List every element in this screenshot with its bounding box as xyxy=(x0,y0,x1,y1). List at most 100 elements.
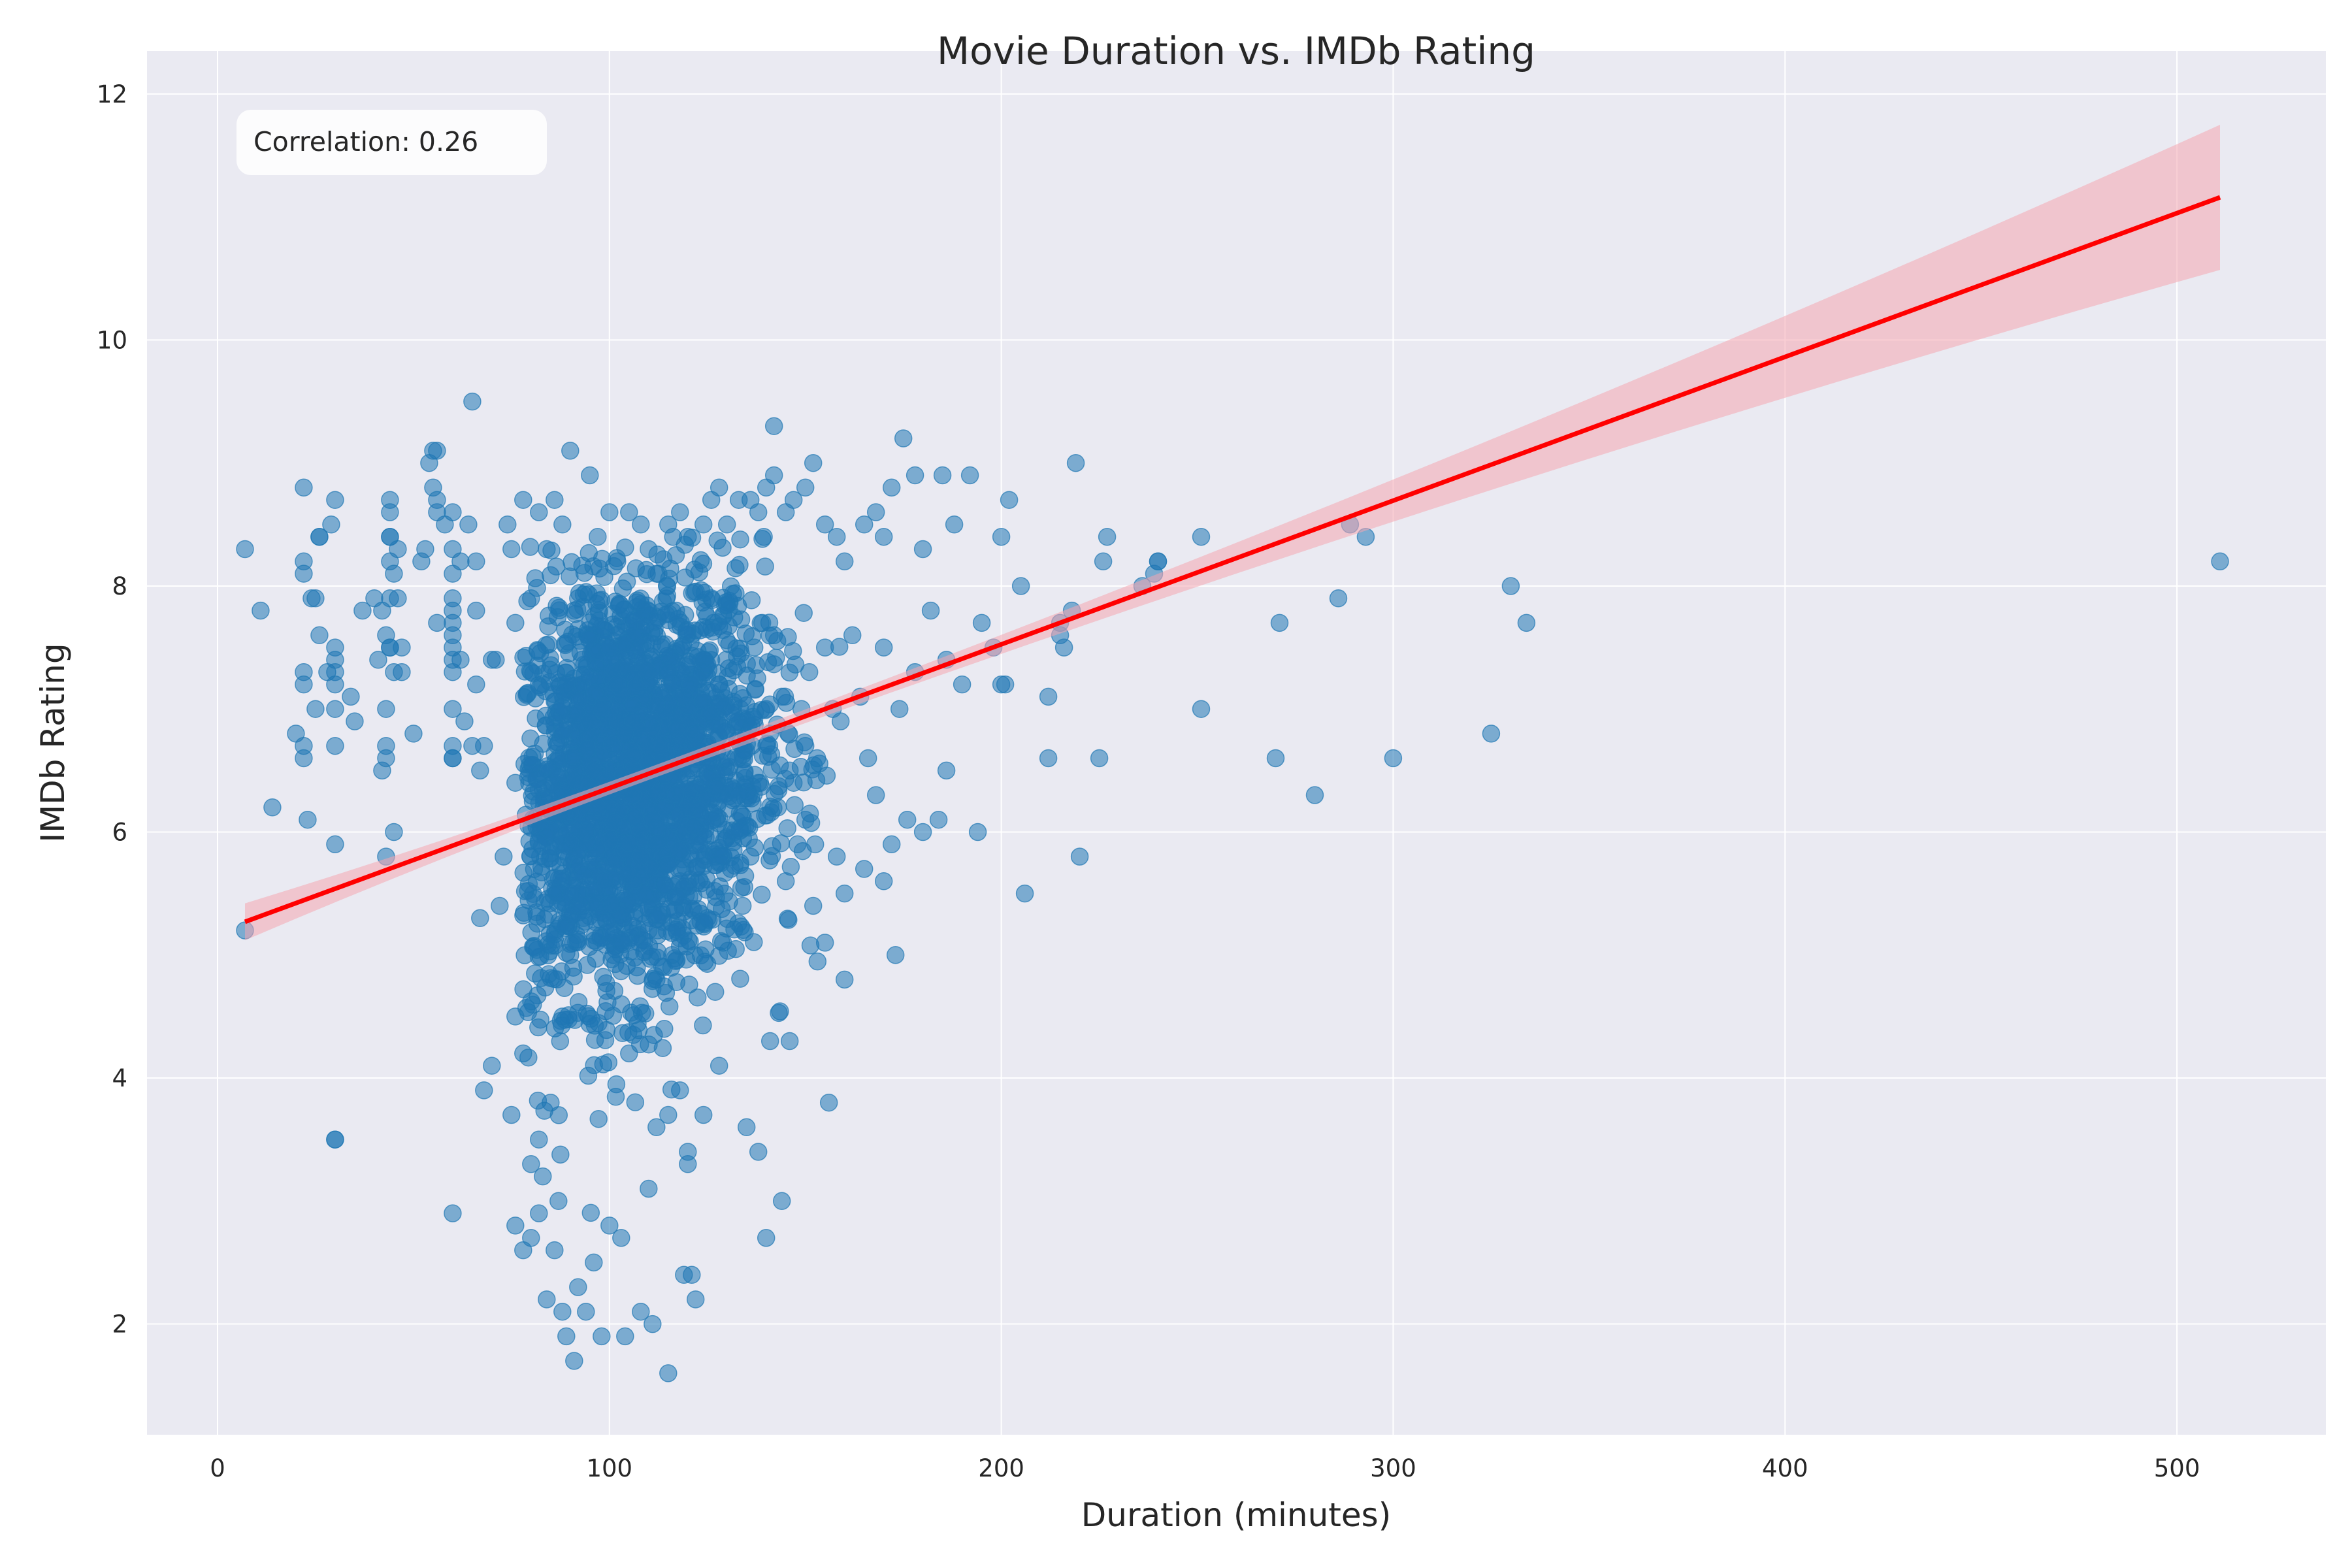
data-point xyxy=(561,442,580,460)
data-point xyxy=(616,725,634,743)
data-point xyxy=(1039,687,1058,706)
data-point xyxy=(604,813,623,832)
data-point xyxy=(666,785,685,804)
data-point xyxy=(679,527,697,546)
data-point xyxy=(627,678,645,696)
data-point xyxy=(764,417,783,435)
data-point xyxy=(815,515,834,534)
data-point xyxy=(748,669,766,688)
data-point xyxy=(819,1093,838,1112)
data-point xyxy=(529,834,548,852)
data-point xyxy=(808,952,827,971)
data-point xyxy=(855,860,874,878)
data-point xyxy=(619,865,637,883)
data-point xyxy=(326,736,344,755)
data-point xyxy=(762,760,781,779)
data-point xyxy=(992,527,1011,546)
data-point xyxy=(404,725,423,743)
annotation-text: Correlation: 0.26 xyxy=(253,126,478,157)
data-point xyxy=(788,835,807,854)
data-point xyxy=(800,662,819,681)
data-point xyxy=(713,719,732,737)
y-tick-label: 6 xyxy=(112,818,127,846)
data-point xyxy=(522,662,540,681)
data-point xyxy=(514,980,532,998)
data-point xyxy=(428,613,446,632)
data-point xyxy=(522,589,540,608)
data-point xyxy=(710,675,728,694)
y-axis-label: IMDb Rating xyxy=(34,643,72,842)
data-point xyxy=(768,798,787,817)
data-point xyxy=(559,632,577,651)
data-point xyxy=(530,1130,548,1149)
data-point xyxy=(377,700,395,718)
data-point xyxy=(945,515,964,534)
data-point xyxy=(555,979,574,998)
y-tick-label: 4 xyxy=(112,1064,127,1092)
data-point xyxy=(757,1229,776,1247)
data-point xyxy=(600,1217,619,1235)
data-point xyxy=(688,988,707,1007)
data-point xyxy=(913,823,932,841)
data-point xyxy=(589,527,607,546)
data-point xyxy=(626,1093,645,1111)
data-point xyxy=(252,601,270,620)
data-point xyxy=(299,810,317,829)
data-point xyxy=(669,888,688,906)
data-point xyxy=(326,700,344,718)
data-point xyxy=(557,1327,576,1346)
data-point xyxy=(585,1017,604,1035)
data-point xyxy=(295,478,313,497)
data-point xyxy=(530,1204,548,1222)
data-point xyxy=(686,1290,705,1309)
y-tick-label: 8 xyxy=(112,572,127,600)
data-point xyxy=(451,651,470,669)
data-point xyxy=(589,1109,608,1128)
data-point xyxy=(506,774,525,792)
data-point xyxy=(725,841,743,860)
data-point xyxy=(569,884,587,903)
data-point xyxy=(855,515,874,534)
data-point xyxy=(807,771,826,789)
data-point xyxy=(779,911,798,929)
data-point xyxy=(835,970,854,989)
data-point xyxy=(677,622,696,641)
data-point xyxy=(617,572,636,591)
data-point xyxy=(1517,613,1536,632)
data-point xyxy=(467,675,485,694)
data-point xyxy=(532,969,550,987)
data-point xyxy=(451,552,470,571)
data-point xyxy=(671,872,689,890)
data-point xyxy=(514,1241,532,1260)
data-point xyxy=(455,712,474,730)
data-point xyxy=(690,835,709,854)
data-point xyxy=(659,515,678,534)
regression-line xyxy=(244,195,2221,924)
data-point xyxy=(960,466,979,485)
data-point xyxy=(514,1044,532,1063)
data-point xyxy=(721,860,740,878)
data-point xyxy=(624,786,642,804)
data-point xyxy=(444,1204,462,1222)
data-point xyxy=(835,552,854,571)
data-point xyxy=(538,1290,556,1309)
data-point xyxy=(593,700,611,718)
data-point xyxy=(544,685,563,704)
data-point xyxy=(522,1155,540,1173)
data-point xyxy=(996,675,1015,694)
data-point xyxy=(389,540,407,559)
data-point xyxy=(632,847,650,866)
data-point xyxy=(771,1002,789,1021)
data-point xyxy=(658,855,677,874)
data-point xyxy=(549,1192,568,1211)
data-point xyxy=(585,926,604,945)
data-point xyxy=(794,604,813,622)
data-point xyxy=(483,1056,501,1075)
data-point xyxy=(561,567,579,586)
data-point xyxy=(874,527,893,546)
data-point xyxy=(669,841,688,860)
data-point xyxy=(734,689,752,708)
data-point xyxy=(594,968,612,986)
data-point xyxy=(628,958,646,977)
data-point xyxy=(600,503,619,521)
